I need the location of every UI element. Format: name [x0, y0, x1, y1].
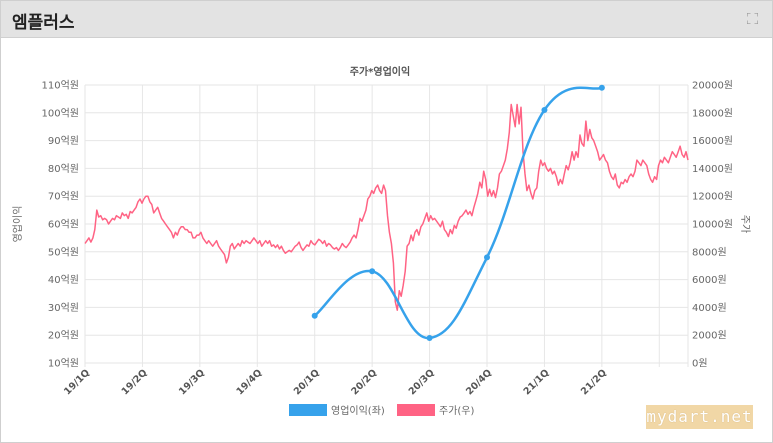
- operating-profit-point[interactable]: [541, 107, 548, 114]
- legend: 영업이익(좌) 주가(우): [289, 404, 475, 417]
- watermark: mydart.net: [646, 405, 753, 429]
- left-axis-tick-label: 50억원: [48, 246, 79, 258]
- left-axis-ticks: 10억원 20억원 30억원 40억원 50억원 60억원 70억원 80억원 90억원 100억…: [42, 80, 80, 370]
- legend-item-operating-profit[interactable]: 영업이익(좌): [289, 404, 385, 417]
- left-axis-tick-label: 20억원: [48, 330, 79, 342]
- right-axis-tick-label: 2000원: [692, 330, 727, 342]
- legend-label-stock-price: 주가(우): [439, 405, 475, 417]
- legend-item-stock-price[interactable]: 주가(우): [397, 404, 475, 417]
- right-axis-tick-label: 8000원: [692, 246, 727, 258]
- x-axis-ticks: 19/1Q 19/2Q 19/3Q 19/4Q 20/1Q 20/2Q 20/3Q 20/4Q…: [62, 367, 609, 397]
- right-axis-label: 주가: [739, 215, 751, 233]
- left-axis-tick-label: 80억원: [48, 163, 79, 175]
- x-axis-tick-label: 20/1Q: [292, 367, 322, 397]
- series-line-operating-profit: [313, 86, 603, 340]
- operating-profit-point[interactable]: [426, 334, 433, 341]
- left-axis-tick-label: 40억원: [48, 274, 79, 286]
- left-axis-tick-label: 100억원: [42, 107, 80, 119]
- legend-swatch-operating-profit: [289, 404, 327, 416]
- panel-title: 엠플러스: [12, 13, 75, 33]
- right-axis-tick-label: 20000원: [692, 80, 733, 92]
- right-axis-tick-label: 16000원: [692, 135, 733, 147]
- panel-header: 엠플러스: [1, 1, 772, 38]
- left-axis-tick-label: 110억원: [42, 80, 80, 92]
- operating-profit-point[interactable]: [311, 312, 318, 319]
- grid-lines: [84, 84, 689, 367]
- left-axis-tick-label: 90억원: [48, 135, 79, 147]
- right-axis-tick-label: 14000원: [692, 163, 733, 175]
- x-axis-tick-label: 19/1Q: [62, 367, 92, 397]
- right-axis-tick-label: 0원: [692, 358, 708, 370]
- x-axis-tick-label: 20/4Q: [464, 367, 494, 397]
- chart-title: 주가*영업이익: [350, 65, 410, 78]
- right-axis-tick-label: 18000원: [692, 107, 733, 119]
- x-axis-tick-label: 19/3Q: [177, 367, 207, 397]
- right-axis-tick-label: 6000원: [692, 274, 727, 286]
- x-axis-tick-label: 19/2Q: [120, 367, 150, 397]
- left-axis-tick-label: 30억원: [48, 302, 79, 314]
- series-lines: [84, 84, 689, 341]
- left-axis-tick-label: 60억원: [48, 219, 79, 231]
- left-axis-tick-label: 10억원: [48, 358, 79, 370]
- operating-profit-point[interactable]: [484, 254, 490, 261]
- right-axis-tick-label: 4000원: [692, 302, 727, 314]
- operating-profit-point[interactable]: [598, 84, 605, 91]
- right-axis-tick-label: 12000원: [692, 191, 733, 203]
- legend-swatch-stock-price: [397, 404, 435, 416]
- operating-profit-point[interactable]: [369, 268, 376, 275]
- x-axis-tick-label: 19/4Q: [234, 367, 264, 397]
- right-axis-ticks: 0원 2000원 4000원 6000원 8000원 10000원 12000원 14000원…: [692, 80, 733, 370]
- x-axis-tick-label: 21/2Q: [579, 367, 609, 397]
- left-axis-tick-label: 70억원: [48, 191, 79, 203]
- left-axis-label: 영업이익: [11, 206, 24, 243]
- x-axis-tick-label: 21/1Q: [522, 367, 552, 397]
- right-axis-tick-label: 10000원: [692, 219, 733, 231]
- legend-label-operating-profit: 영업이익(좌): [331, 404, 385, 417]
- series-line-stock-price: [84, 103, 689, 311]
- x-axis-tick-label: 20/2Q: [349, 367, 379, 397]
- x-axis-tick-label: 20/3Q: [407, 367, 437, 397]
